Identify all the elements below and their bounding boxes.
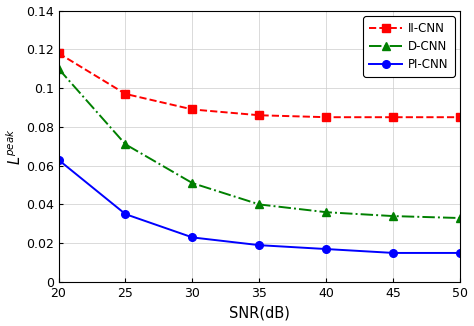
Line: PI-CNN: PI-CNN	[55, 156, 464, 257]
Line: II-CNN: II-CNN	[55, 50, 464, 121]
PI-CNN	[457, 251, 463, 255]
PI-CNN	[256, 243, 262, 247]
II-CNN	[457, 115, 463, 119]
II-CNN	[123, 92, 128, 96]
D-CNN	[123, 142, 128, 146]
X-axis label: SNR(dB): SNR(dB)	[229, 305, 290, 320]
D-CNN	[457, 216, 463, 220]
D-CNN	[256, 202, 262, 206]
D-CNN	[55, 67, 61, 71]
PI-CNN	[123, 212, 128, 216]
PI-CNN	[190, 235, 195, 239]
Legend: II-CNN, D-CNN, PI-CNN: II-CNN, D-CNN, PI-CNN	[363, 16, 455, 77]
II-CNN	[55, 51, 61, 55]
II-CNN	[256, 113, 262, 117]
D-CNN	[391, 214, 396, 218]
Line: D-CNN: D-CNN	[55, 65, 465, 222]
PI-CNN	[391, 251, 396, 255]
PI-CNN	[55, 158, 61, 162]
II-CNN	[391, 115, 396, 119]
PI-CNN	[324, 247, 329, 251]
II-CNN	[190, 108, 195, 111]
D-CNN	[324, 210, 329, 214]
Y-axis label: $L^{peak}$: $L^{peak}$	[6, 128, 24, 165]
D-CNN	[190, 181, 195, 185]
II-CNN	[324, 115, 329, 119]
